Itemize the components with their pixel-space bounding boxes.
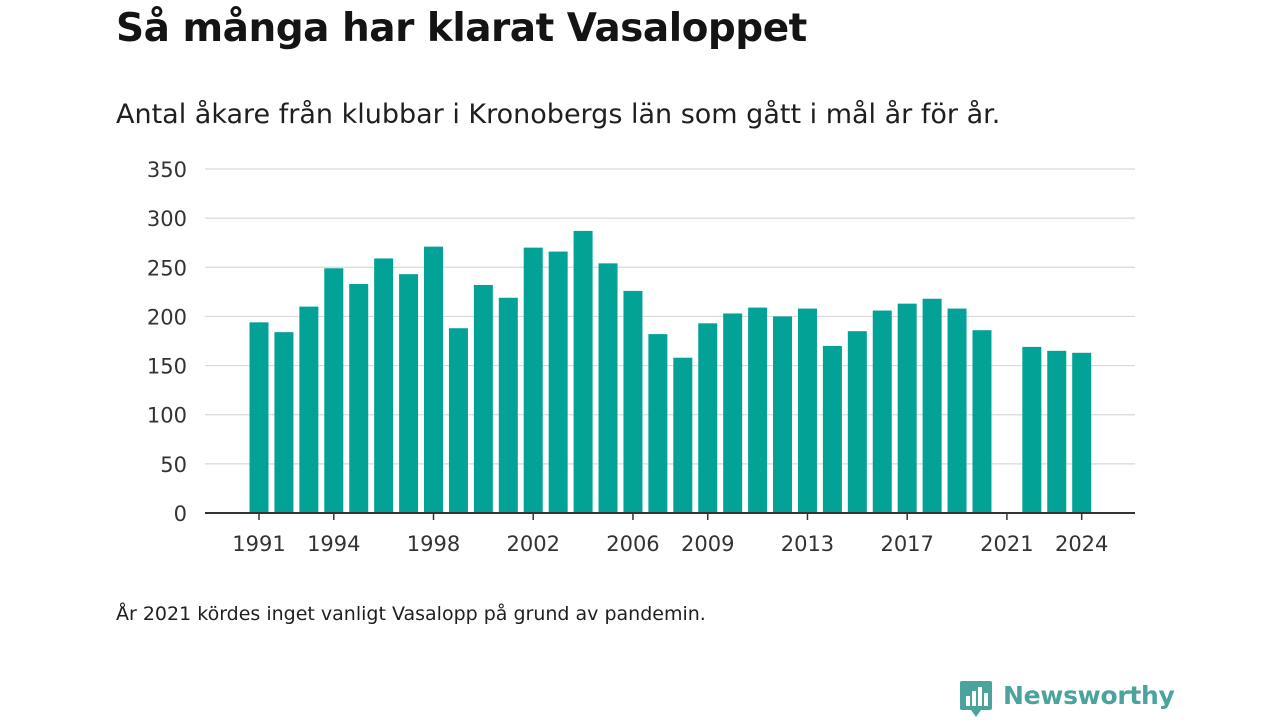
chart-title: Så många har klarat Vasaloppet [116, 6, 807, 51]
bar-1996 [374, 258, 394, 513]
bar-chart: 0 50 100 150 200 250 300 350 1991 1994 1998 2002 20… [147, 158, 1135, 556]
bar-1991 [249, 322, 269, 513]
bar-2013 [797, 308, 817, 513]
bar-2007 [648, 334, 668, 513]
bar-2002 [523, 247, 543, 513]
bar-1999 [448, 328, 468, 513]
bar-1995 [349, 283, 369, 513]
bar-2012 [773, 316, 793, 513]
bar-2023 [1047, 350, 1067, 513]
bar-2010 [723, 313, 743, 513]
bar-2003 [548, 251, 568, 513]
bar-2005 [598, 263, 618, 513]
x-tick-label: 2006 [606, 532, 659, 556]
bars [249, 230, 1092, 514]
x-tick-label: 1994 [307, 532, 360, 556]
bar-2024 [1072, 352, 1092, 513]
bar-2008 [673, 357, 693, 513]
bar-2004 [573, 230, 593, 514]
bar-1993 [299, 306, 319, 513]
x-tick-label: 2009 [681, 532, 734, 556]
y-tick-label: 50 [160, 453, 187, 477]
x-tick-label: 2021 [980, 532, 1033, 556]
bar-2016 [872, 310, 892, 513]
brand-logo: Newsworthy [959, 680, 1175, 720]
y-tick-label: 300 [147, 207, 187, 231]
y-tick-label: 0 [174, 502, 187, 526]
bar-2001 [498, 297, 518, 513]
x-tick-label: 2002 [507, 532, 560, 556]
bar-1997 [399, 274, 419, 513]
footnote: År 2021 kördes inget vanligt Vasalopp på… [116, 603, 706, 625]
bar-1994 [324, 268, 344, 513]
x-tick-label: 2017 [880, 532, 933, 556]
bar-2019 [947, 308, 967, 513]
x-tick-label: 1991 [232, 532, 285, 556]
x-axis-ticks: 1991 1994 1998 2002 2006 2009 2013 2017 2021 2024 [232, 513, 1108, 556]
brand-name: Newsworthy [1003, 681, 1175, 710]
y-tick-label: 350 [147, 158, 187, 182]
bar-1992 [274, 332, 294, 513]
y-tick-label: 200 [147, 305, 187, 329]
y-tick-label: 250 [147, 256, 187, 280]
x-tick-label: 2024 [1055, 532, 1108, 556]
x-tick-label: 2013 [781, 532, 834, 556]
bar-2000 [473, 284, 493, 513]
bar-1998 [424, 246, 444, 513]
bar-2009 [698, 323, 718, 513]
chart-subtitle: Antal åkare från klubbar i Kronobergs lä… [116, 99, 1001, 130]
bar-2017 [897, 303, 917, 513]
bar-2014 [822, 345, 842, 513]
bar-2015 [847, 331, 867, 513]
y-axis-ticks: 0 50 100 150 200 250 300 350 [147, 158, 187, 526]
bar-2011 [748, 307, 768, 513]
gridlines [205, 168, 1135, 465]
bar-2018 [922, 298, 942, 513]
newsworthy-logo-icon [960, 681, 992, 717]
bar-2006 [623, 290, 643, 513]
y-tick-label: 150 [147, 355, 187, 379]
x-tick-label: 1998 [407, 532, 460, 556]
bar-2020 [972, 330, 992, 513]
y-tick-label: 100 [147, 404, 187, 428]
bar-2022 [1022, 346, 1042, 513]
